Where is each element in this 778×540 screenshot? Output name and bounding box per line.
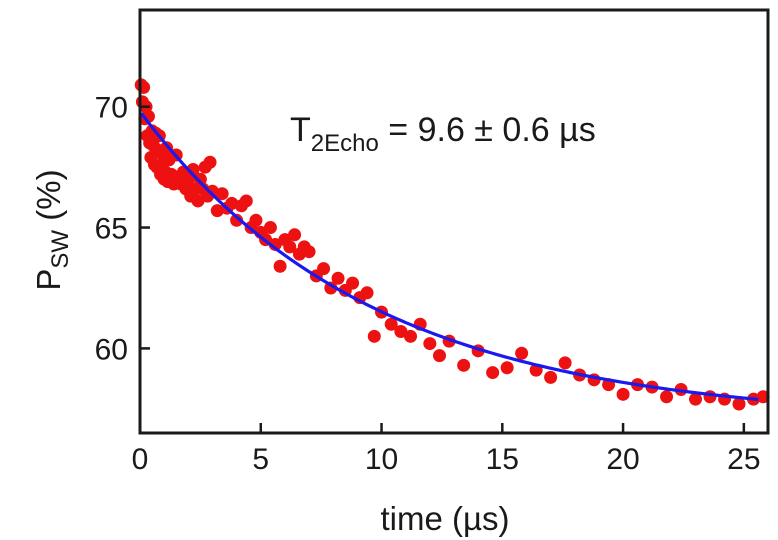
y-axis-label-sub: SW — [47, 230, 74, 269]
plot-frame — [138, 8, 770, 435]
data-point — [367, 329, 381, 343]
annotation-sub: 2Echo — [311, 130, 379, 157]
data-point — [302, 245, 316, 259]
data-point — [616, 387, 630, 401]
data-point — [288, 228, 302, 242]
annotation-main: T — [290, 111, 311, 149]
y-axis-label-main: P — [30, 269, 67, 291]
x-tick-label: 5 — [252, 443, 269, 476]
data-point — [689, 392, 703, 406]
data-point — [394, 324, 408, 338]
data-point — [360, 286, 374, 300]
data-point — [239, 194, 253, 208]
data-point — [230, 213, 244, 227]
data-point — [486, 366, 500, 380]
data-point — [732, 397, 746, 411]
data-point — [423, 337, 437, 351]
data-point — [346, 276, 360, 290]
y-tick-label: 65 — [95, 213, 128, 246]
data-point — [331, 271, 345, 285]
data-point — [181, 172, 195, 186]
data-point — [404, 329, 418, 343]
data-point — [191, 194, 205, 208]
data-point — [273, 259, 287, 273]
data-point — [283, 240, 297, 254]
data-point — [384, 317, 398, 331]
data-point — [515, 346, 529, 360]
x-tick-label: 0 — [132, 443, 149, 476]
data-point — [660, 390, 674, 404]
data-point — [756, 390, 770, 404]
y-tick-label: 60 — [95, 333, 128, 366]
x-tick-label: 15 — [486, 443, 519, 476]
data-point — [500, 361, 514, 375]
t2-echo-annotation: T2Echo = 9.6 ± 0.6 µs — [290, 111, 596, 157]
data-point — [263, 221, 277, 235]
data-point — [558, 356, 572, 370]
fit-curve — [139, 112, 759, 402]
x-tick-label: 25 — [727, 443, 760, 476]
data-point — [215, 187, 229, 201]
data-point — [317, 262, 331, 276]
y-axis-label: PSW (%) — [30, 169, 74, 290]
data-point — [433, 349, 447, 363]
x-tick-label: 20 — [606, 443, 639, 476]
data-point — [249, 213, 263, 227]
x-axis-label: time (µs) — [380, 500, 509, 537]
data-point — [544, 370, 558, 384]
y-tick-label: 70 — [95, 92, 128, 125]
axis-ticks: 0 5 10 15 20 25 60 65 70 — [95, 92, 761, 476]
data-point — [457, 358, 471, 372]
y-axis-label-rest: (%) — [30, 169, 67, 230]
data-point — [203, 155, 217, 169]
x-tick-label: 10 — [365, 443, 398, 476]
annotation-rest: = 9.6 ± 0.6 µs — [379, 111, 596, 149]
data-point — [703, 390, 717, 404]
